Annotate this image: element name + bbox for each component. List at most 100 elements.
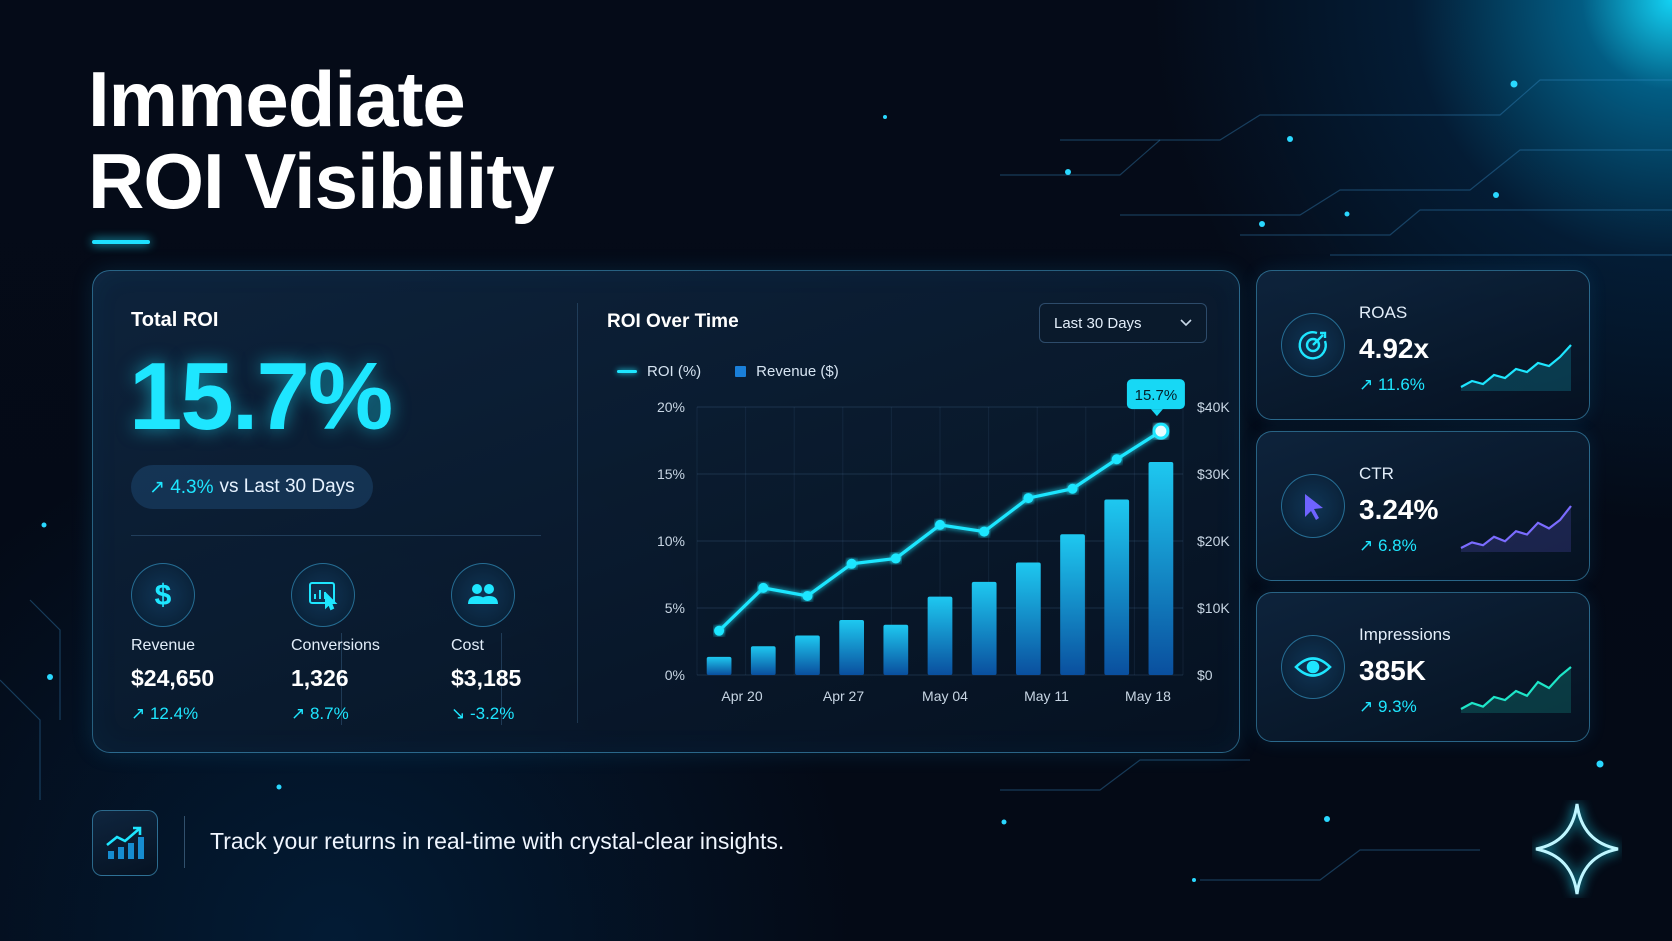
y-left-tick-label: 20% — [657, 399, 685, 415]
roi-chart: 0% $0 5% $10K 10% $20K 15% $30K 20% $40K 15.7% Apr … — [657, 379, 1230, 704]
total-roi-change: ↗ 4.3% — [149, 476, 214, 498]
x-tick-label: May 04 — [922, 688, 968, 704]
revenue-bar — [971, 581, 997, 675]
growth-chart-icon — [92, 810, 158, 876]
y-right-tick-label: $20K — [1197, 533, 1230, 549]
revenue-bar — [1104, 499, 1130, 675]
revenue-bar — [750, 646, 776, 675]
roi-dashboard-card: Total ROI 15.7% ↗ 4.3% vs Last 30 Days $… — [92, 270, 1240, 753]
roi-point — [714, 625, 725, 636]
total-roi-change-context: vs Last 30 Days — [219, 476, 355, 497]
kpi-label: Impressions — [1359, 625, 1451, 644]
kpi-label: CTR — [1359, 464, 1394, 483]
legend-label: ROI (%) — [647, 363, 702, 380]
kpi-card-roas: ROAS 4.92x ↗ 11.6% — [1256, 270, 1590, 420]
eye-icon — [1281, 635, 1345, 699]
page-title-line1: Immediate — [88, 55, 466, 143]
roi-point — [890, 553, 901, 564]
kpi-card-ctr: CTR 3.24% ↗ 6.8% — [1256, 431, 1590, 581]
divider — [131, 535, 541, 536]
kpi-change: ↗ 6.8% — [1359, 536, 1417, 555]
roi-point — [979, 526, 990, 537]
metric-cost: Cost $3,185 ↘ -3.2% — [451, 563, 601, 724]
date-range-select[interactable]: Last 30 Days — [1039, 303, 1207, 343]
revenue-bar — [706, 656, 732, 675]
callout-pointer — [1150, 409, 1163, 417]
sparkline-line — [1460, 344, 1572, 388]
y-left-tick-label: 15% — [657, 466, 685, 482]
kpi-value: 4.92x — [1359, 333, 1430, 364]
y-right-tick-label: $0 — [1197, 667, 1213, 683]
legend-item-revenue: Revenue ($) — [735, 363, 839, 380]
revenue-bar — [883, 624, 909, 675]
total-roi-change-badge: ↗ 4.3% vs Last 30 Days — [131, 465, 373, 509]
legend-swatch-bar — [735, 366, 747, 377]
footer-tagline: Track your returns in real-time with cry… — [210, 828, 785, 854]
divider — [501, 633, 502, 725]
date-range-value: Last 30 Days — [1054, 314, 1142, 332]
metric-change: ↗ 8.7% — [291, 704, 349, 723]
legend-label: Revenue ($) — [756, 363, 839, 380]
roi-point — [758, 582, 769, 593]
roi-point — [935, 519, 945, 530]
revenue-bar — [927, 596, 953, 675]
sparkline-line — [1460, 505, 1572, 549]
sparkle-icon — [1535, 803, 1619, 895]
roi-point — [846, 558, 857, 569]
x-tick-label: May 11 — [1024, 688, 1069, 704]
y-left-tick-label: 10% — [657, 533, 685, 549]
metric-change: ↗ 12.4% — [131, 704, 199, 723]
roi-point — [1023, 493, 1034, 504]
sparkline-area — [1461, 667, 1571, 713]
roi-point — [1152, 422, 1170, 440]
kpi-label: ROAS — [1359, 303, 1408, 322]
chevron-down-icon — [1180, 319, 1192, 327]
conversion-chart-icon — [291, 563, 355, 627]
metric-label: Cost — [451, 637, 484, 654]
metric-value: $3,185 — [451, 665, 522, 691]
sparkline-area — [1461, 506, 1571, 552]
metric-value: $24,650 — [131, 665, 215, 691]
callout-box — [1126, 379, 1185, 410]
callout-label: 15.7% — [1135, 387, 1178, 404]
kpi-value: 3.24% — [1359, 494, 1439, 525]
metric-value: 1,326 — [291, 665, 349, 691]
divider — [577, 303, 578, 723]
roi-point — [1067, 483, 1078, 494]
page-title: Immediate ROI Visibility — [88, 55, 555, 222]
title-accent-bar — [92, 240, 150, 244]
x-tick-label: Apr 27 — [823, 688, 864, 704]
roi-point — [1111, 454, 1122, 465]
x-tick-label: May 18 — [1125, 688, 1171, 704]
kpi-sparkline — [1460, 505, 1572, 552]
kpi-sparkline — [1460, 344, 1572, 391]
revenue-bar — [795, 635, 820, 675]
revenue-bar — [839, 620, 865, 675]
svg-text:$: $ — [155, 579, 172, 612]
y-left-tick-label: 5% — [665, 600, 685, 616]
kpi-card-impressions: Impressions 385K ↗ 9.3% — [1256, 592, 1590, 742]
users-icon — [451, 563, 515, 627]
metric-label: Revenue — [131, 637, 196, 654]
total-roi-value: 15.7% — [129, 343, 393, 450]
y-right-tick-label: $30K — [1197, 466, 1230, 482]
kpi-sparkline — [1460, 666, 1572, 713]
metric-conversions: Conversions 1,326 ↗ 8.7% — [291, 563, 441, 724]
total-roi-label: Total ROI — [131, 309, 219, 331]
divider — [184, 816, 185, 868]
legend-swatch-line — [617, 370, 637, 373]
kpi-change: ↗ 11.6% — [1359, 375, 1425, 394]
y-right-tick-label: $40K — [1197, 399, 1230, 415]
metric-revenue: $ Revenue $24,650 ↗ 12.4% — [131, 563, 281, 724]
kpi-value: 385K — [1359, 655, 1426, 686]
target-icon — [1281, 313, 1345, 377]
chart-legend: ROI (%) Revenue ($) — [617, 363, 839, 380]
y-right-tick-label: $10K — [1197, 600, 1230, 616]
roi-point — [802, 590, 813, 601]
kpi-change: ↗ 9.3% — [1359, 697, 1417, 716]
legend-item-roi: ROI (%) — [617, 363, 701, 380]
revenue-bar — [1148, 461, 1174, 675]
revenue-bar — [1060, 534, 1085, 675]
sparkline-line — [1460, 666, 1572, 710]
metric-change: ↘ -3.2% — [451, 704, 515, 723]
